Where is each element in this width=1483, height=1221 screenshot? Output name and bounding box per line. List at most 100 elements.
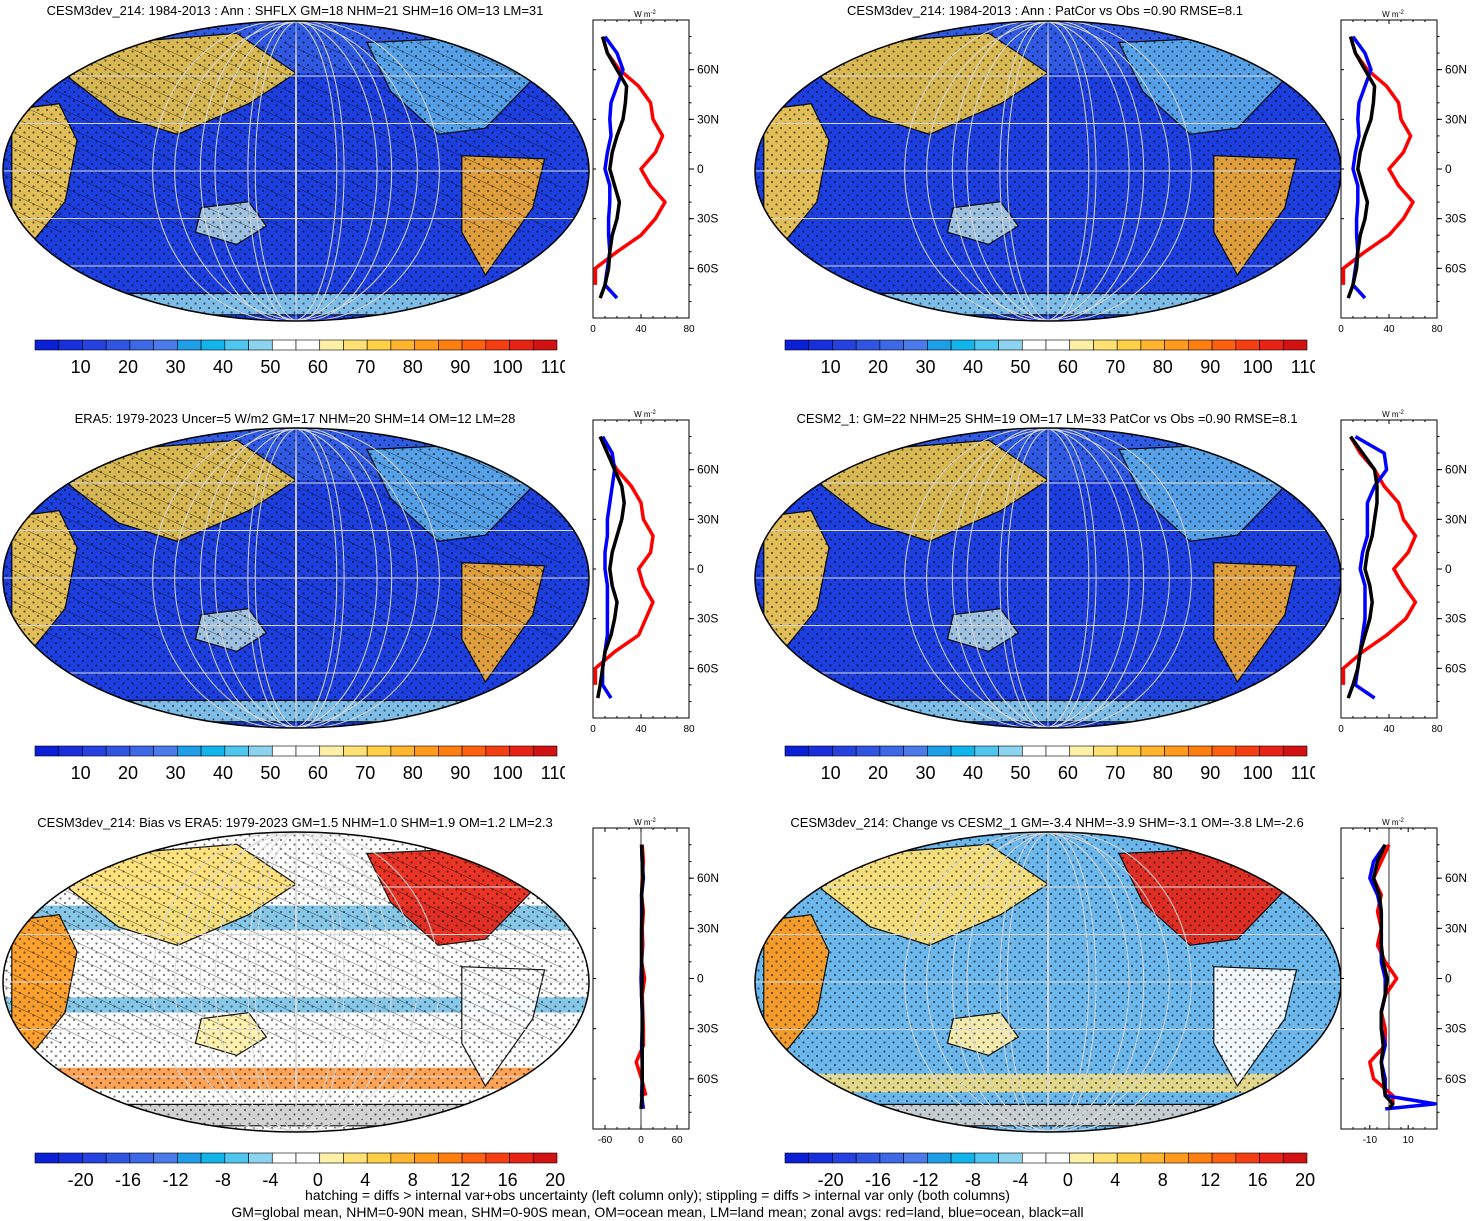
colorbar-label: 80 (1153, 763, 1173, 783)
footer-hatching-note: hatching = diffs > internal var+obs unce… (305, 1187, 1010, 1203)
colorbar-swatch (1045, 339, 1071, 351)
lat-tick-label: 0 (1445, 972, 1452, 986)
lat-tick-label: 60N (697, 463, 719, 477)
colorbar-swatch (58, 745, 83, 757)
x-tick-label: 0 (1338, 324, 1344, 335)
colorbar-swatch (927, 339, 952, 351)
colorbar-swatch (879, 339, 904, 351)
lat-tick-label: 0 (1445, 162, 1452, 176)
colorbar-swatch (832, 1152, 857, 1164)
colorbar-swatch (974, 745, 999, 757)
colorbar-swatch (855, 1152, 881, 1164)
units-label: W m-2 (634, 410, 656, 419)
zonal-plot-4: W m-2 60N 30N 0 30S 60S 0 40 80 (1338, 410, 1467, 735)
colorbar-label: -12 (912, 1170, 938, 1190)
colorbar-swatch (153, 1152, 178, 1164)
colorbar-swatch (808, 339, 833, 351)
colorbar-swatch (461, 745, 487, 757)
colorbar-swatch (34, 1152, 60, 1164)
map-field (755, 428, 1341, 728)
colorbar-swatch (414, 1152, 439, 1164)
colorbar-swatch (295, 1152, 321, 1164)
colorbar-swatch (1021, 1152, 1047, 1164)
colorbar-label: 30 (915, 357, 935, 377)
colorbar-label: 100 (493, 357, 523, 377)
x-tick-label: 80 (1431, 324, 1443, 335)
colorbar-swatch (461, 339, 487, 351)
colorbar-swatch (1235, 339, 1260, 351)
colorbar-label: 90 (1200, 763, 1220, 783)
zonal-plot-5: W m-2 60N 30N 0 30S 60S -60 0 60 (592, 818, 719, 1146)
colorbar-swatch (1093, 1152, 1118, 1164)
colorbar-label: 60 (1058, 357, 1078, 377)
colorbar-label: 30 (165, 357, 185, 377)
colorbar-swatch (950, 339, 976, 351)
colorbar-swatch (509, 339, 534, 351)
colorbar-swatch (1093, 745, 1118, 757)
colorbar-label: -20 (68, 1170, 94, 1190)
colorbar-label: 50 (1010, 357, 1030, 377)
map-panel-6 (754, 831, 1342, 1133)
colorbar-swatch (105, 339, 131, 351)
panel-title-6: CESM3dev_214: Change vs CESM2_1 GM=-3.4 … (790, 815, 1304, 830)
colorbar-swatch (1211, 745, 1237, 757)
lat-tick-label: 60S (697, 661, 718, 675)
colorbar-swatch (224, 1152, 249, 1164)
colorbar-swatch (271, 1152, 297, 1164)
colorbar-swatch (82, 339, 107, 351)
colorbar-label: 70 (355, 763, 375, 783)
lat-tick-label: 0 (697, 972, 704, 986)
colorbar-swatch (319, 1152, 344, 1164)
colorbar-swatch (1235, 745, 1260, 757)
lat-tick-label: 30N (1445, 112, 1467, 126)
colorbar-swatch (1045, 745, 1071, 757)
colorbar-swatch (271, 339, 297, 351)
map-field (755, 832, 1341, 1132)
colorbar-swatch (105, 745, 131, 757)
x-tick-label: 10 (1403, 1135, 1415, 1146)
colorbar-swatch (855, 339, 881, 351)
colorbar-swatch (832, 745, 857, 757)
colorbar-swatch (1069, 1152, 1094, 1164)
colorbar-swatch (177, 1152, 202, 1164)
colorbar-label: 40 (213, 357, 233, 377)
colorbar-1: 10 20 30 40 50 60 70 80 90 100 110 (34, 339, 565, 377)
map-field (3, 428, 589, 728)
colorbar-swatch (319, 745, 344, 757)
colorbar-label: 8 (408, 1170, 418, 1190)
colorbar-label: 50 (1010, 763, 1030, 783)
lat-tick-label: 30S (697, 212, 718, 226)
colorbar-swatch (438, 339, 463, 351)
colorbar-swatch (224, 745, 249, 757)
colorbar-swatch (105, 1152, 131, 1164)
x-tick-label: -10 (1363, 1135, 1378, 1146)
colorbar-swatch (295, 745, 321, 757)
colorbar-swatch (808, 745, 833, 757)
colorbar-swatch (248, 745, 273, 757)
x-tick-label: 80 (1431, 724, 1443, 735)
units-label: W m-2 (634, 818, 656, 827)
colorbar-swatch (784, 1152, 810, 1164)
map-panel-1 (2, 20, 590, 322)
colorbar-label: 50 (260, 357, 280, 377)
colorbar-label: -20 (818, 1170, 844, 1190)
colorbar-label: 10 (821, 357, 841, 377)
colorbar-label: 4 (1110, 1170, 1120, 1190)
map-field (3, 21, 589, 321)
colorbar-swatch (1116, 745, 1142, 757)
colorbar-swatch (224, 339, 249, 351)
lat-tick-label: 60N (1445, 871, 1467, 885)
colorbar-swatch (129, 745, 154, 757)
colorbar-label: 10 (71, 357, 91, 377)
colorbar-swatch (129, 1152, 154, 1164)
colorbar-label: 100 (1243, 357, 1273, 377)
x-tick-label: 80 (683, 324, 695, 335)
colorbar-swatch (295, 339, 321, 351)
colorbar-label: 100 (493, 763, 523, 783)
colorbar-label: 80 (403, 763, 423, 783)
lat-tick-label: 30N (1445, 921, 1467, 935)
colorbar-swatch (1188, 745, 1213, 757)
x-tick-label: -60 (598, 1135, 613, 1146)
colorbar-swatch (82, 745, 107, 757)
colorbar-label: 70 (1105, 357, 1125, 377)
